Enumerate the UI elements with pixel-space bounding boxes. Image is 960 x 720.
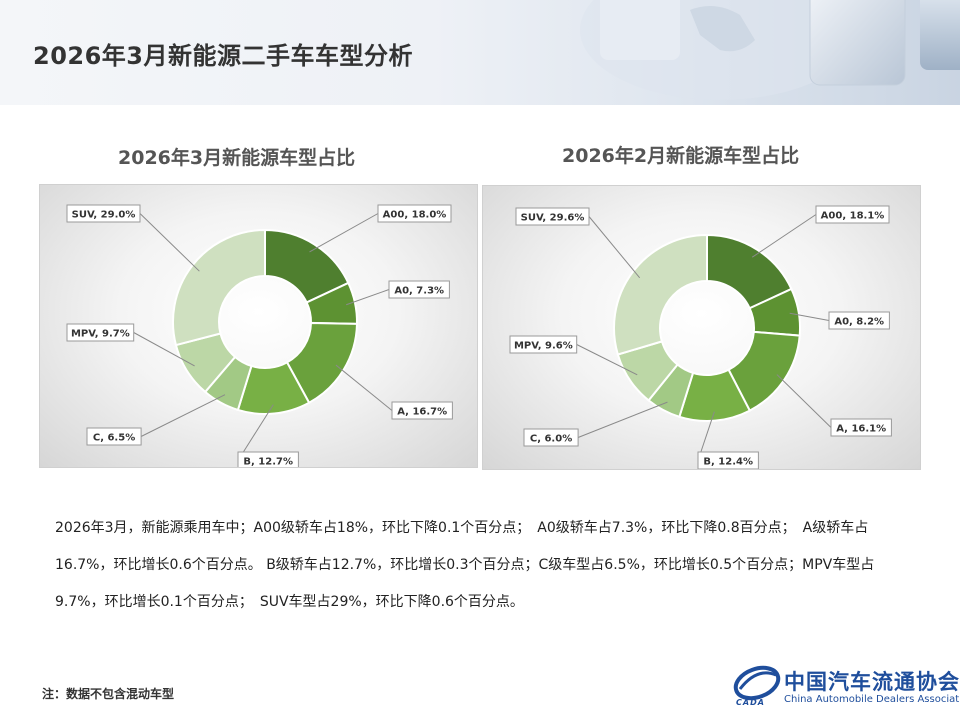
data-label: MPV, 9.6% bbox=[514, 341, 573, 352]
leader-line bbox=[237, 404, 274, 461]
data-label-box bbox=[66, 204, 141, 223]
data-label: SUV, 29.0% bbox=[72, 210, 136, 221]
data-label: B, 12.4% bbox=[703, 457, 753, 468]
analysis-paragraph: 2026年3月，新能源乘用车中；A00级轿车占18%，环比下降0.1个百分点； … bbox=[55, 520, 875, 610]
data-label-box bbox=[377, 204, 452, 223]
logo-name-en: China Automobile Dealers Association bbox=[784, 694, 960, 705]
leader-line bbox=[139, 213, 200, 272]
data-label-box bbox=[830, 418, 892, 437]
data-label-box bbox=[697, 451, 759, 469]
leader-line bbox=[309, 213, 379, 253]
cada-logo: CADA 中国汽车流通协会 China Automobile Dealers A… bbox=[732, 663, 960, 713]
data-label: A, 16.7% bbox=[397, 407, 447, 418]
slice-suv bbox=[172, 228, 266, 347]
leader-line bbox=[335, 364, 393, 411]
data-label: A, 16.1% bbox=[836, 424, 886, 435]
logo-name-cn: 中国汽车流通协会 bbox=[784, 669, 960, 694]
data-label: A00, 18.0% bbox=[383, 210, 447, 221]
leader-line bbox=[140, 394, 226, 437]
data-label: A0, 8.2% bbox=[834, 317, 884, 328]
feb-chart-title: 2026年2月新能源车型占比 bbox=[562, 145, 800, 167]
data-label-box bbox=[523, 428, 579, 447]
data-label-box bbox=[828, 311, 890, 330]
data-label: SUV, 29.6% bbox=[521, 213, 585, 224]
data-label: C, 6.5% bbox=[93, 433, 135, 444]
data-label-box bbox=[515, 207, 590, 226]
data-label-box bbox=[815, 205, 890, 224]
feb-donut-svg: A00, 18.1% A0, 8.2% A, 16.1% B, 12.4% C, 6.0… bbox=[509, 205, 892, 469]
leader-line bbox=[577, 401, 668, 438]
logo-abbr: CADA bbox=[736, 698, 765, 707]
data-label-box bbox=[388, 280, 450, 299]
march-donut-svg: A00, 18.0% A0, 7.3% A, 16.7% B, 12.7% C, 6.5… bbox=[66, 204, 453, 468]
leader-line bbox=[789, 312, 830, 321]
page-title: 2026年3月新能源二手车车型分析 bbox=[33, 42, 413, 70]
data-label-box bbox=[86, 427, 142, 446]
data-label: C, 6.0% bbox=[530, 434, 572, 445]
data-label-box bbox=[509, 335, 578, 354]
data-label-box bbox=[391, 401, 453, 420]
data-label: A00, 18.1% bbox=[821, 211, 885, 222]
cada-emblem-icon bbox=[733, 665, 781, 701]
header-decoration bbox=[580, 0, 960, 100]
leader-line bbox=[346, 289, 390, 306]
leader-line bbox=[751, 214, 817, 258]
data-label: A0, 7.3% bbox=[394, 286, 444, 297]
feb-donut-chart: A00, 18.1% A0, 8.2% A, 16.1% B, 12.4% C, 6.0… bbox=[482, 185, 921, 470]
data-label: MPV, 9.7% bbox=[71, 329, 130, 340]
leader-line bbox=[576, 344, 638, 376]
data-label: B, 12.7% bbox=[243, 457, 293, 468]
data-label-box bbox=[66, 323, 135, 342]
leader-line bbox=[133, 332, 195, 367]
data-label-box bbox=[237, 451, 299, 467]
header-banner: 2026年3月新能源二手车车型分析 bbox=[0, 0, 960, 105]
leader-line bbox=[588, 216, 641, 279]
footnote: 注：数据不包含混动车型 bbox=[42, 687, 175, 701]
march-chart-title: 2026年3月新能源车型占比 bbox=[118, 147, 356, 169]
leader-line bbox=[776, 374, 832, 428]
slice-suv bbox=[613, 233, 708, 356]
march-donut-chart: A00, 18.0% A0, 7.3% A, 16.7% B, 12.7% C, 6.5… bbox=[39, 184, 478, 468]
